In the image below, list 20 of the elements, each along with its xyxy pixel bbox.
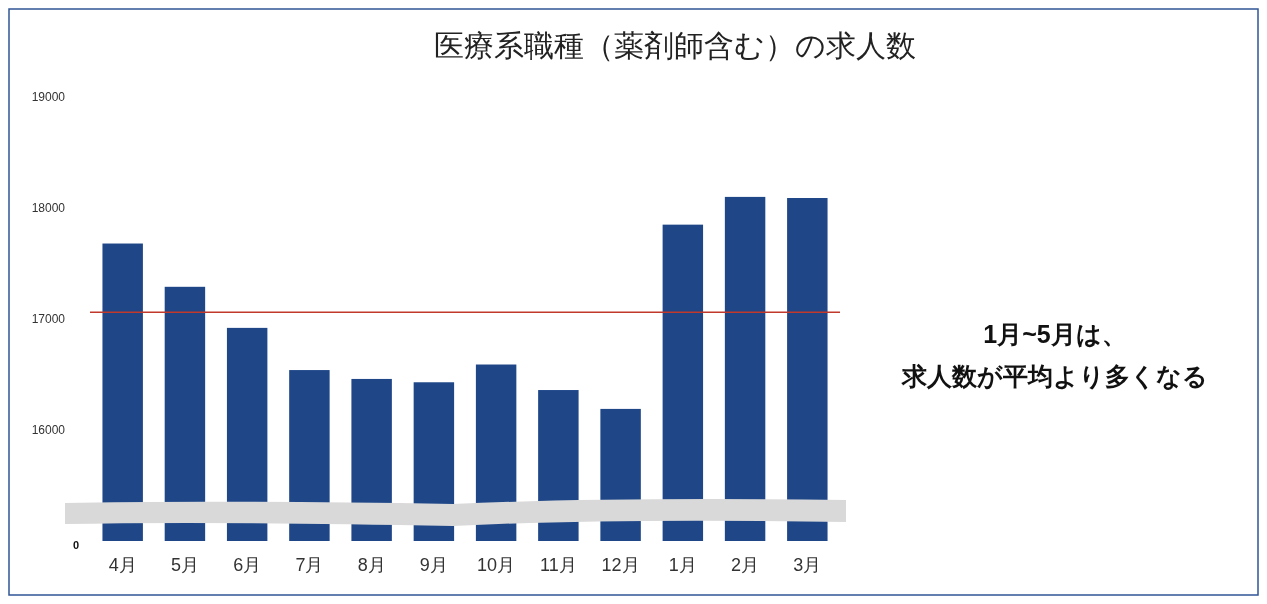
x-tick-label: 5月 [170, 555, 199, 575]
x-tick-label: 8月 [357, 555, 386, 575]
chart-title: 医療系職種（薬剤師含む）の求人数 [434, 29, 916, 62]
x-tick-label: 6月 [233, 555, 262, 575]
text: 0 [72, 539, 80, 551]
x-tick-label: 3月 [793, 555, 822, 575]
y-tick-label: 18000 [31, 201, 66, 215]
x-tick-label: 7月 [295, 555, 324, 575]
x-tick-label: 10月 [477, 555, 516, 575]
x-tick-label: 1月 [668, 555, 697, 575]
y-tick-label: 17000 [31, 312, 66, 326]
x-tick-label: 11月 [540, 555, 577, 575]
x-tick-label: 9月 [419, 555, 448, 575]
y-tick-label: 16000 [31, 423, 66, 437]
text: 1月~5月は、 [983, 320, 1127, 348]
text: 求人数が平均より多くなる [901, 362, 1208, 390]
x-tick-label: 2月 [731, 555, 760, 575]
x-tick-label: 12月 [601, 555, 640, 575]
y-tick-label: 19000 [31, 90, 66, 104]
x-tick-label: 4月 [108, 555, 137, 575]
